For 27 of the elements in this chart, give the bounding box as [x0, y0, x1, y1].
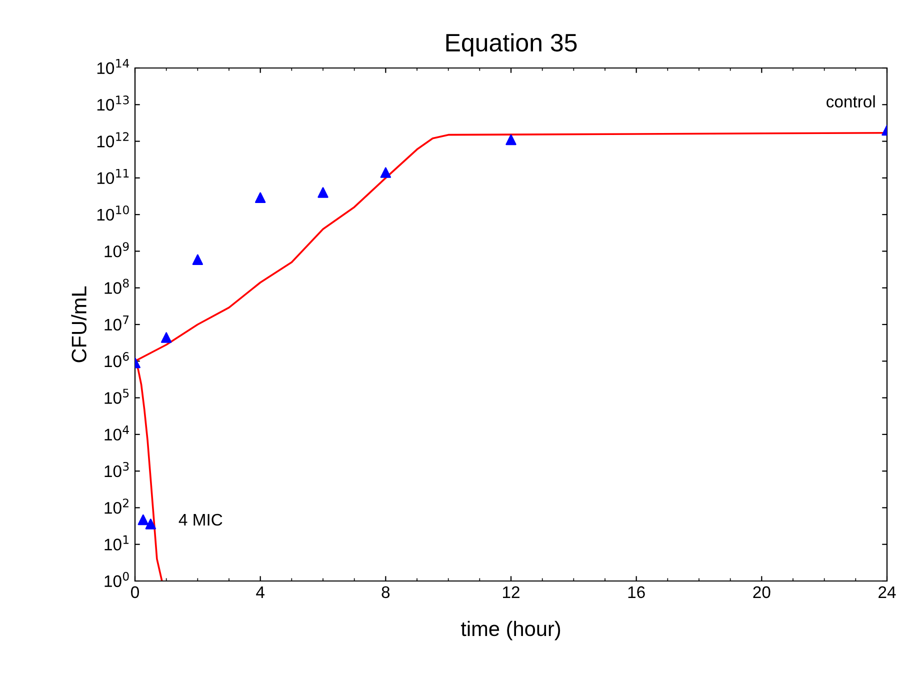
y-tick-label: 10$^{13}$ — [97, 96, 129, 111]
y-tick-label: 10$^{0}$ — [104, 572, 129, 588]
x-tick-label: 16 — [628, 586, 645, 598]
y-tick-label: 10$^{4}$ — [104, 425, 129, 441]
y-tick-label: 10$^{2}$ — [104, 498, 128, 514]
x-tick-label: 0 — [131, 586, 139, 598]
y-axis-title: CFU/mL — [71, 286, 86, 362]
y-tick-label: 10$^{1}$ — [104, 535, 129, 550]
x-axis-title: time (hour) — [460, 620, 560, 640]
y-tick-label: 10$^{12}$ — [97, 132, 129, 148]
chart-title: Equation 35 — [446, 33, 577, 57]
series-label: control — [826, 95, 875, 108]
x-tick-label: 24 — [878, 586, 896, 598]
y-tick-label: 10$^{11}$ — [97, 168, 129, 184]
y-tick-label: 10$^{6}$ — [104, 352, 129, 368]
y-tick-label: 10$^{3}$ — [104, 462, 129, 478]
y-tick-label: 10$^{10}$ — [97, 205, 129, 221]
x-tick-label: 20 — [753, 586, 770, 598]
x-tick-label: 8 — [382, 586, 390, 598]
y-tick-label: 10$^{9}$ — [104, 242, 129, 258]
y-tick-label: 10$^{8}$ — [104, 278, 129, 294]
y-tick-label: 10$^{5}$ — [104, 388, 129, 404]
x-tick-label: 4 — [256, 586, 264, 598]
x-tick-label: 12 — [503, 586, 520, 598]
y-tick-label: 10$^{7}$ — [104, 316, 129, 331]
y-tick-label: 10$^{14}$ — [97, 59, 130, 74]
series-label: 4 MIC — [178, 514, 222, 526]
